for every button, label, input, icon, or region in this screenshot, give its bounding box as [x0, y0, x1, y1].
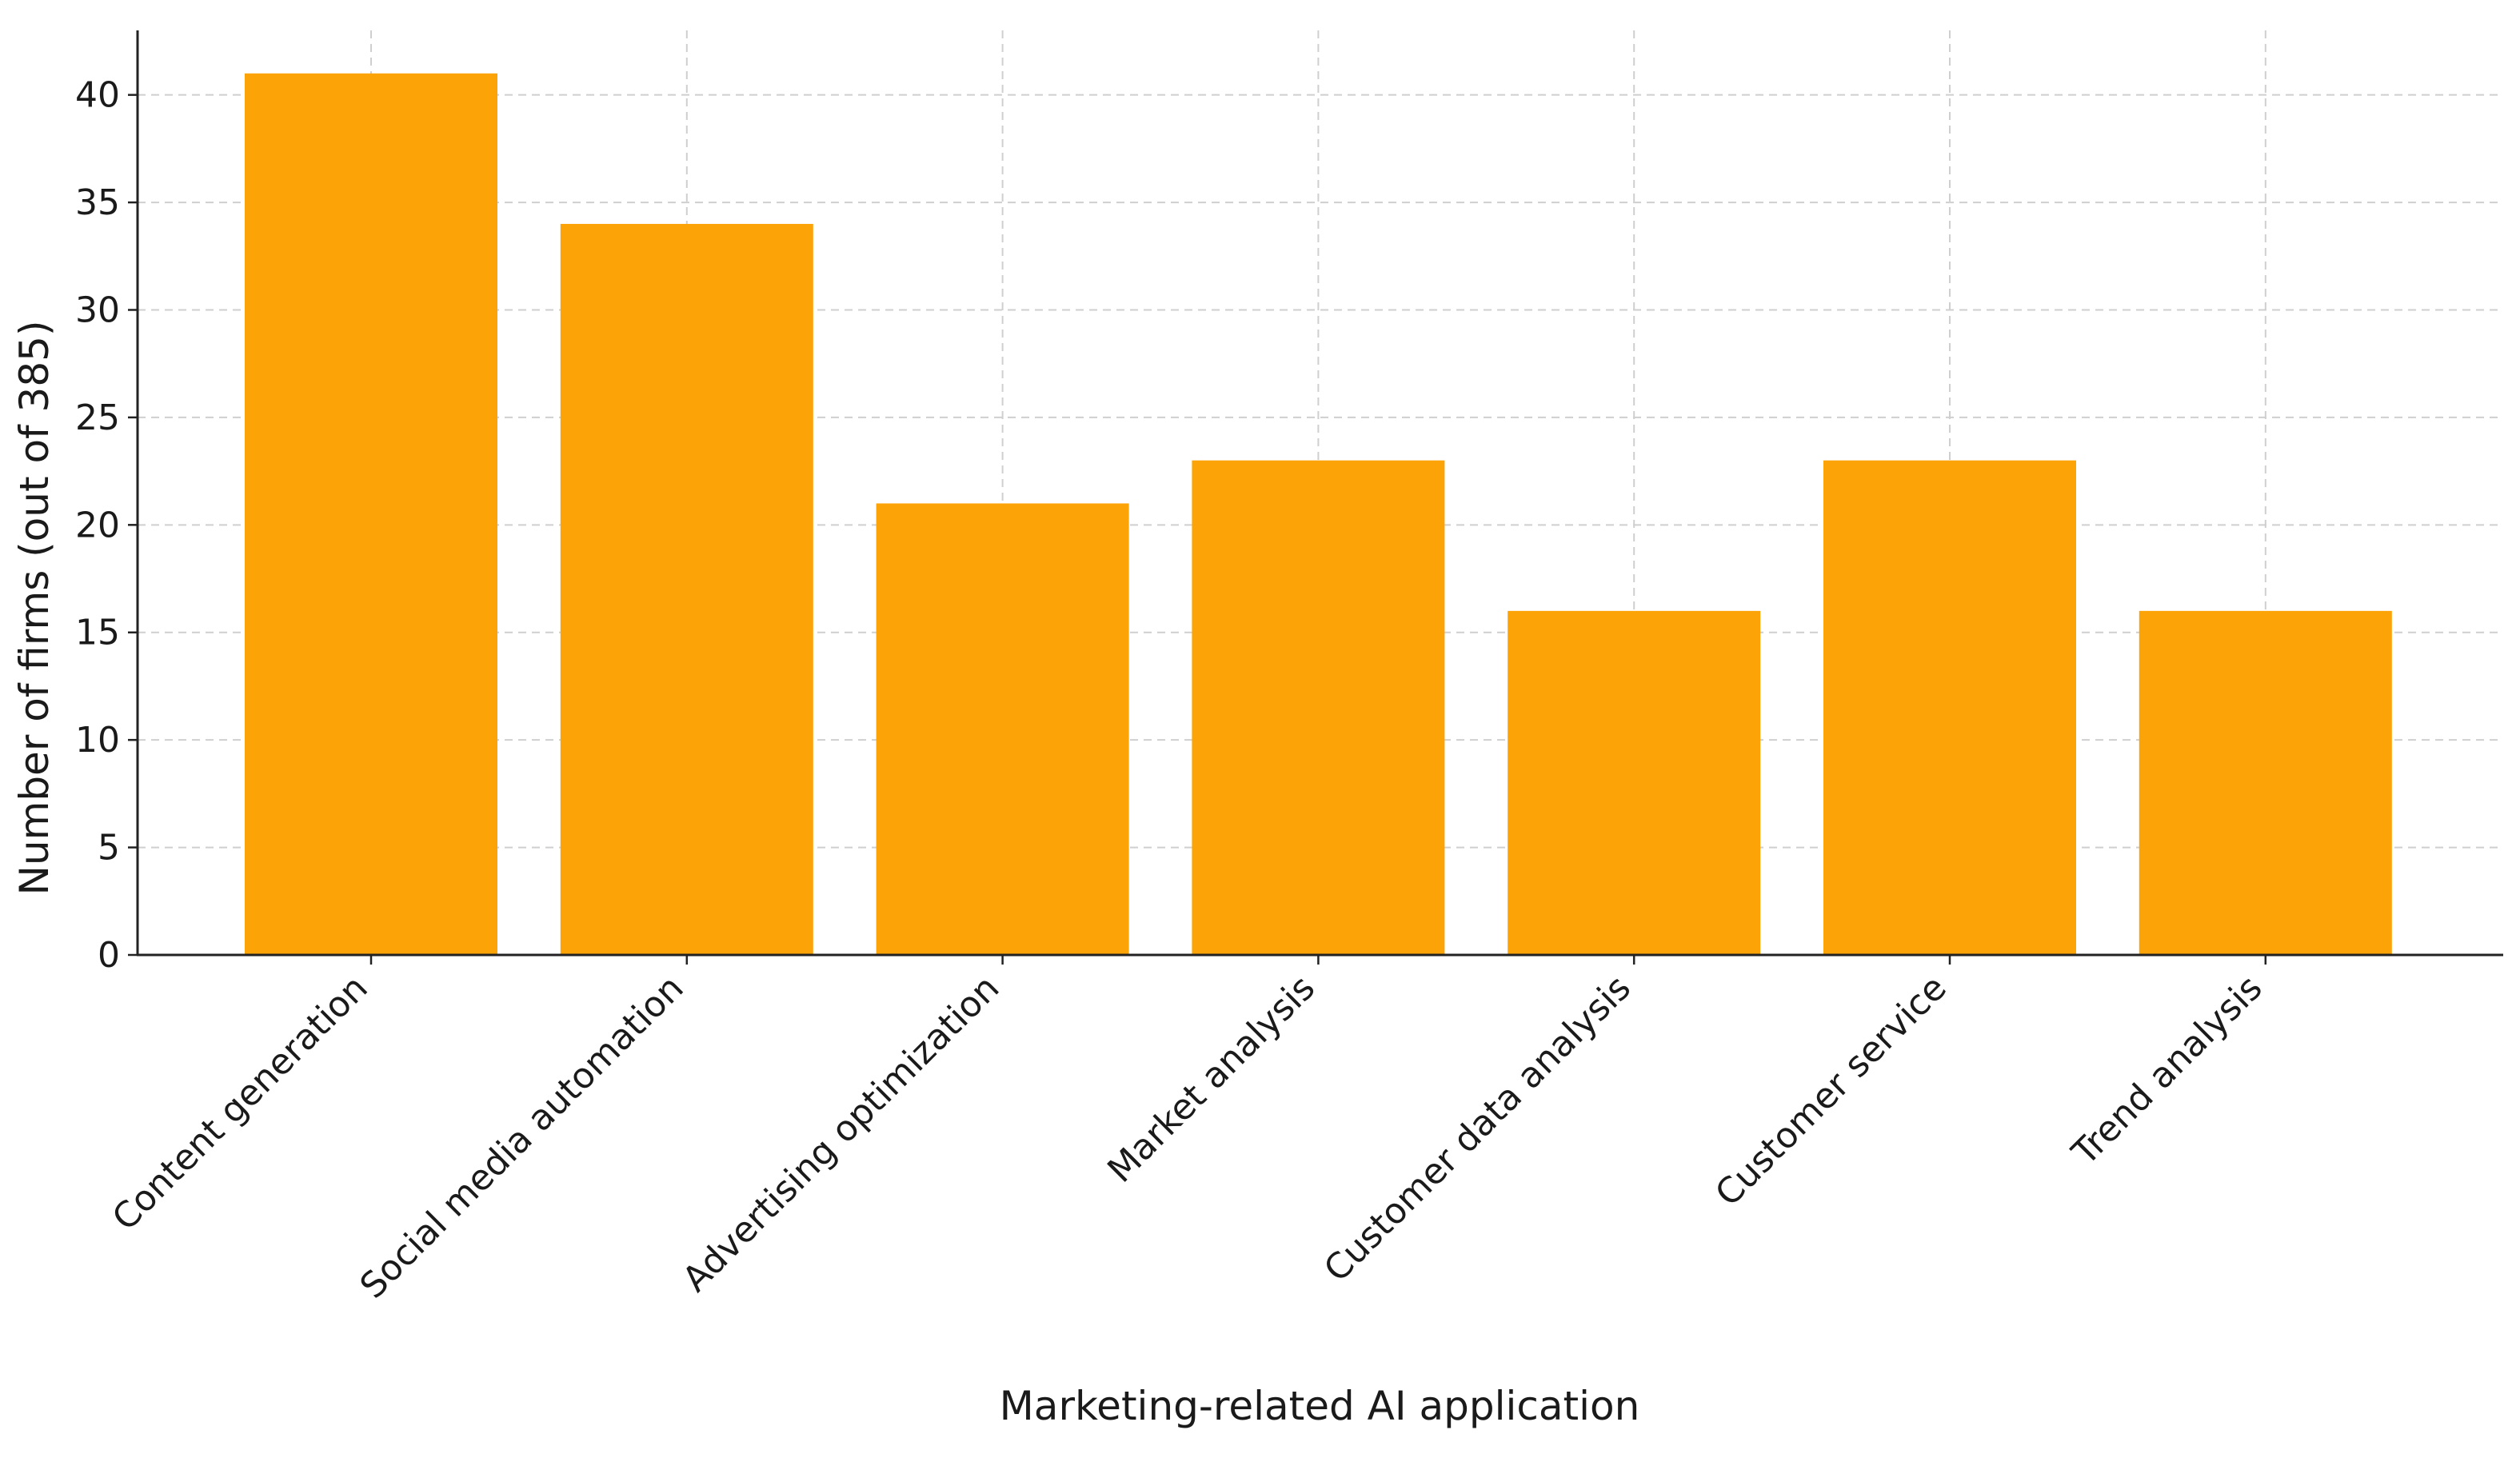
- bars: [245, 73, 2392, 955]
- bar: [1823, 460, 2076, 955]
- y-tick-label: 30: [75, 290, 120, 330]
- x-tick-label: Advertising optimization: [675, 968, 1008, 1300]
- y-tick-label: 5: [98, 828, 120, 869]
- y-tick-label: 10: [75, 720, 120, 761]
- bar: [876, 503, 1129, 955]
- bar: [2139, 610, 2392, 955]
- x-tick-label: Trend analysis: [2064, 968, 2270, 1174]
- y-tick-label: 20: [75, 505, 120, 545]
- x-tick-label: Market analysis: [1100, 968, 1323, 1191]
- bar: [560, 223, 813, 955]
- y-tick-label: 15: [75, 613, 120, 653]
- bar: [245, 73, 497, 955]
- bar: [1192, 460, 1445, 955]
- bar: [1508, 610, 1761, 955]
- y-tick-label: 0: [98, 935, 120, 976]
- y-tick-label: 35: [75, 182, 120, 223]
- y-tick-label: 25: [75, 397, 120, 438]
- y-axis-label: Number of firms (out of 385): [11, 321, 58, 896]
- x-tick-label: Social media automation: [353, 968, 692, 1307]
- x-axis-label: Marketing-related AI application: [1000, 1383, 1640, 1429]
- grid-lines: [138, 30, 2503, 955]
- x-tick-label: Content generation: [105, 968, 376, 1239]
- x-tick-label: Customer service: [1707, 968, 1955, 1215]
- x-tick-label: Customer data analysis: [1316, 968, 1639, 1290]
- axes: [128, 30, 2503, 965]
- y-tick-label: 40: [75, 75, 120, 116]
